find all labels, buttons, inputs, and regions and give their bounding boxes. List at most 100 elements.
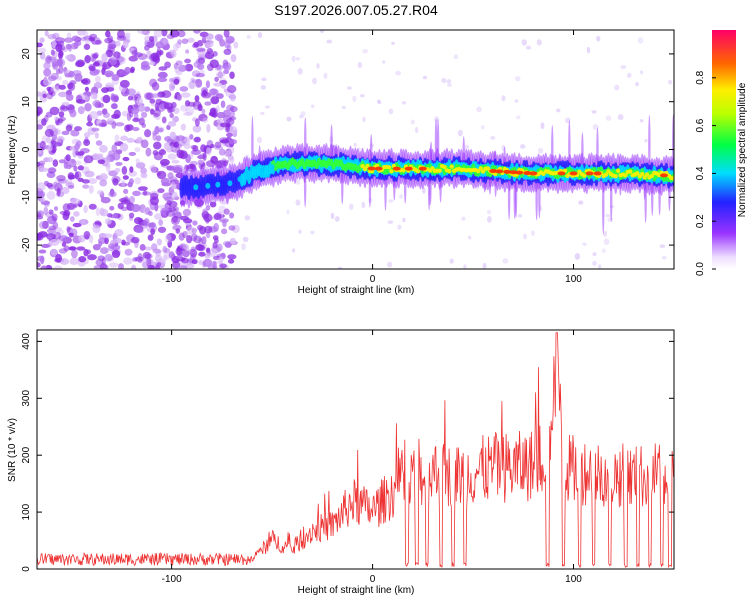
spectral-cell <box>341 105 346 110</box>
spectral-cell <box>101 174 109 180</box>
spectral-cell <box>397 224 402 230</box>
spectral-cell <box>130 264 137 269</box>
spectral-cell <box>198 113 208 122</box>
spectral-cell <box>54 37 65 44</box>
spectral-cell <box>97 159 106 165</box>
spectral-cell <box>63 209 71 217</box>
spectral-cell <box>37 42 43 48</box>
spectral-cell <box>92 153 100 160</box>
spectral-cell <box>615 168 621 173</box>
spectral-cell <box>562 168 568 173</box>
spectral-cell <box>72 222 82 228</box>
spectral-cell <box>201 91 212 99</box>
spectral-cell <box>184 58 192 64</box>
spectral-cell <box>116 35 126 41</box>
spectral-cell <box>37 142 41 147</box>
spectral-cell <box>53 206 59 211</box>
spectral-cell <box>150 228 156 236</box>
spectral-cell <box>167 146 176 151</box>
spectral-cell <box>137 53 148 60</box>
snr-y-tick-label: 0 <box>21 566 32 572</box>
spectral-cell <box>123 188 129 194</box>
spectral-cell <box>104 155 111 164</box>
spectral-cell <box>181 257 189 264</box>
spectral-cell <box>241 243 246 251</box>
spectral-cell <box>172 215 178 223</box>
spectral-cell <box>159 158 170 166</box>
spectral-cell <box>54 116 59 121</box>
spectral-cell <box>194 118 200 127</box>
spectral-cell <box>603 238 610 245</box>
colorbar-tick-label: 0.4 <box>695 166 706 180</box>
spectral-cell <box>37 212 42 218</box>
spectral-cell <box>137 186 148 191</box>
snr-panel: -100 0 100 0 100 200 300 400 Height of straight… <box>7 329 675 596</box>
spectral-cell <box>171 159 180 164</box>
spectral-cell <box>215 243 223 252</box>
spectral-cell <box>95 75 101 83</box>
spectral-cell <box>156 171 162 177</box>
spectral-cell <box>228 225 236 231</box>
spectral-cell <box>39 37 45 43</box>
spectral-cell <box>169 30 180 38</box>
spectral-cell <box>58 159 66 164</box>
spectral-cell <box>71 249 78 259</box>
spectral-cell <box>167 120 177 127</box>
spectral-cell <box>152 248 162 254</box>
spectral-cell <box>84 38 91 44</box>
spectral-cell <box>214 141 222 149</box>
spectral-cell <box>399 194 403 199</box>
spectral-cell <box>158 219 164 226</box>
spectral-cell <box>84 95 89 101</box>
spectral-cell <box>160 207 170 217</box>
spectral-cell <box>536 39 542 46</box>
spectral-cell <box>601 248 606 253</box>
spectral-cell <box>204 101 212 106</box>
colorbar-label: Normalized spectral amplitude <box>737 82 748 217</box>
spectral-cell <box>147 264 155 269</box>
spectral-cell <box>202 208 208 214</box>
spectral-cell <box>144 45 150 51</box>
spectral-cell <box>449 258 454 264</box>
spectral-cell <box>111 74 120 81</box>
spectral-cell <box>183 137 189 143</box>
spectrogram-y-tick-label: 10 <box>21 96 32 108</box>
spectral-cell <box>143 106 151 112</box>
spectral-cell <box>121 199 131 205</box>
spectral-cell <box>201 236 207 245</box>
spectral-cell <box>135 158 140 165</box>
spectral-cell <box>65 93 74 102</box>
spectral-cell <box>132 126 140 132</box>
spectral-cell <box>37 124 43 130</box>
spectrogram-y-tick-label: -20 <box>21 237 32 252</box>
spectral-cell <box>165 210 176 217</box>
spectral-cell <box>127 95 134 101</box>
spectral-cell <box>514 76 521 82</box>
spectral-cell <box>110 94 119 103</box>
spectral-cell <box>39 51 46 60</box>
spectral-cell <box>52 159 59 167</box>
spectral-cell <box>99 263 108 269</box>
spectral-cell <box>136 97 143 106</box>
spectral-cell <box>37 91 42 97</box>
spectral-cell <box>150 93 161 98</box>
spectral-cell <box>261 77 267 82</box>
spectral-cell <box>649 173 655 179</box>
spectral-cell <box>120 179 126 187</box>
spectral-cell <box>209 201 217 208</box>
spectral-cell <box>446 79 452 84</box>
spectral-cell <box>77 150 85 156</box>
spectral-cell <box>574 252 581 260</box>
spectral-cell <box>111 249 121 259</box>
spectral-cell <box>210 155 218 164</box>
spectral-cell <box>122 175 129 180</box>
spectral-cell <box>113 51 121 59</box>
spectral-cell <box>463 264 467 269</box>
spectral-cell <box>69 216 75 222</box>
spectral-cell <box>644 172 650 177</box>
spectral-cell <box>142 251 151 260</box>
spectral-cell <box>212 235 219 241</box>
spectral-cell <box>99 144 108 153</box>
spectral-cell <box>389 169 394 174</box>
spectral-cell <box>109 262 119 268</box>
